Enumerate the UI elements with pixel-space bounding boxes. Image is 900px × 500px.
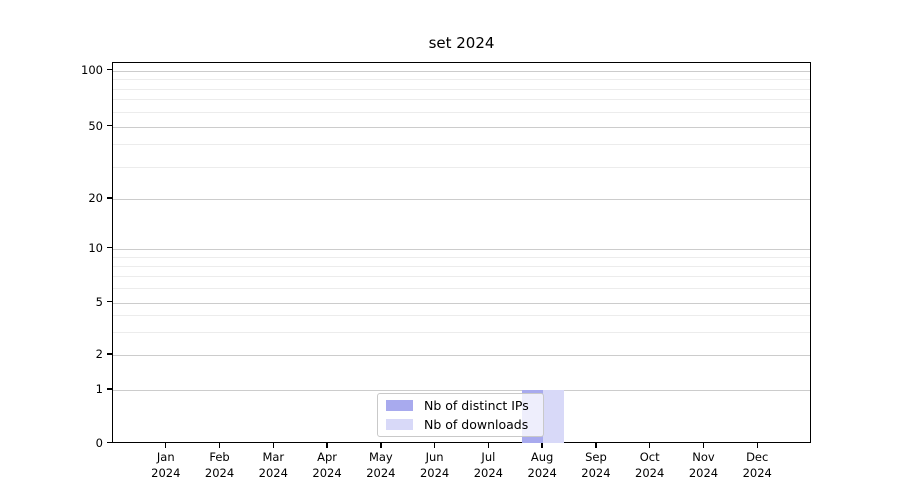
major-gridline bbox=[113, 70, 810, 72]
minor-gridline bbox=[113, 144, 810, 146]
x-tick-label: Feb 2024 bbox=[192, 450, 248, 481]
y-tick-label: 2 bbox=[95, 347, 103, 361]
x-tick-year: 2024 bbox=[204, 465, 235, 480]
x-tick-month: Dec bbox=[746, 450, 769, 464]
y-tick-mark bbox=[107, 197, 112, 199]
x-tick-mark bbox=[595, 443, 597, 448]
x-tick-month: Jun bbox=[425, 450, 444, 464]
y-tick-mark bbox=[107, 246, 112, 249]
x-tick-mark bbox=[326, 443, 328, 448]
x-tick-label: Jul 2024 bbox=[460, 450, 516, 481]
x-tick-label: Nov 2024 bbox=[675, 450, 731, 481]
x-tick-year: 2024 bbox=[688, 465, 719, 480]
y-tick-mark bbox=[107, 300, 112, 303]
x-tick-month: Feb bbox=[209, 450, 230, 464]
x-tick-label: Sep 2024 bbox=[568, 450, 624, 481]
x-tick-mark bbox=[272, 443, 274, 448]
major-gridline bbox=[113, 199, 810, 200]
x-tick-label: Jun 2024 bbox=[407, 450, 463, 481]
x-tick-month: Apr bbox=[317, 450, 338, 464]
x-tick-month: Jul bbox=[481, 450, 496, 464]
major-gridline bbox=[113, 390, 810, 391]
x-tick-year: 2024 bbox=[151, 465, 181, 480]
minor-gridline bbox=[113, 315, 810, 317]
x-tick-year: 2024 bbox=[742, 465, 772, 480]
minor-gridline bbox=[113, 166, 810, 168]
x-tick-year: 2024 bbox=[527, 465, 557, 480]
x-tick-mark bbox=[648, 443, 651, 448]
legend-label: Nb of distinct IPs bbox=[424, 398, 529, 413]
x-tick-month: Nov bbox=[692, 450, 715, 464]
x-tick-label: Aug 2024 bbox=[514, 450, 570, 481]
x-tick-mark bbox=[487, 443, 490, 448]
x-tick-year: 2024 bbox=[419, 465, 450, 480]
x-tick-mark bbox=[541, 443, 543, 448]
x-tick-mark bbox=[702, 443, 705, 448]
x-tick-label: Apr 2024 bbox=[299, 450, 355, 481]
minor-gridline bbox=[113, 99, 810, 101]
minor-gridline bbox=[113, 331, 810, 333]
x-tick-month: Oct bbox=[639, 450, 660, 464]
minor-gridline bbox=[113, 288, 810, 290]
y-tick-label: 100 bbox=[81, 62, 103, 77]
y-tick-mark bbox=[107, 68, 112, 71]
x-tick-year: 2024 bbox=[366, 465, 396, 480]
downloads-swatch-icon bbox=[386, 418, 413, 431]
minor-gridline bbox=[113, 265, 810, 267]
x-tick-month: Sep bbox=[585, 450, 607, 464]
x-tick-month: Aug bbox=[530, 450, 554, 464]
legend-item-distinct-ips: Nb of distinct IPs bbox=[378, 398, 543, 414]
y-tick-label: 20 bbox=[88, 191, 103, 205]
x-tick-label: Mar 2024 bbox=[245, 450, 301, 481]
legend: Nb of distinct IPs Nb of downloads bbox=[377, 393, 544, 437]
distinct-ips-swatch-icon bbox=[386, 399, 413, 412]
minor-gridline bbox=[113, 111, 810, 113]
minor-gridline bbox=[113, 276, 810, 278]
minor-gridline bbox=[113, 88, 810, 90]
y-tick-label: 10 bbox=[88, 240, 103, 255]
x-tick-month: Mar bbox=[262, 450, 285, 464]
major-gridline bbox=[113, 355, 810, 356]
x-tick-mark bbox=[433, 443, 436, 448]
legend-label: Nb of downloads bbox=[424, 417, 529, 432]
x-tick-year: 2024 bbox=[581, 465, 611, 480]
x-tick-year: 2024 bbox=[473, 465, 504, 480]
x-tick-year: 2024 bbox=[312, 465, 342, 480]
legend-item-downloads: Nb of downloads bbox=[378, 417, 543, 433]
x-tick-label: Oct 2024 bbox=[622, 450, 678, 481]
y-tick-mark bbox=[107, 353, 112, 355]
x-tick-label: May 2024 bbox=[353, 450, 409, 481]
x-tick-mark bbox=[756, 443, 758, 448]
major-gridline bbox=[113, 302, 810, 304]
minor-gridline bbox=[113, 79, 810, 80]
y-tick-label: 5 bbox=[95, 294, 103, 309]
x-tick-month: May bbox=[368, 450, 393, 464]
x-tick-month: Jan bbox=[156, 450, 175, 464]
y-tick-mark bbox=[107, 441, 112, 444]
y-tick-label: 0 bbox=[95, 435, 103, 450]
x-tick-mark bbox=[218, 443, 221, 448]
x-tick-year: 2024 bbox=[635, 465, 665, 480]
y-tick-label: 1 bbox=[95, 382, 103, 396]
major-gridline bbox=[113, 126, 810, 128]
minor-gridline bbox=[113, 256, 810, 258]
x-tick-mark bbox=[380, 443, 382, 448]
plot-area bbox=[112, 62, 811, 443]
y-tick-mark bbox=[107, 388, 112, 390]
x-tick-label: Dec 2024 bbox=[729, 450, 785, 481]
y-tick-label: 50 bbox=[88, 118, 103, 133]
chart-title: set 2024 bbox=[428, 34, 495, 52]
x-tick-year: 2024 bbox=[258, 465, 288, 480]
y-tick-mark bbox=[107, 124, 112, 127]
x-tick-label: Jan 2024 bbox=[138, 450, 194, 481]
bar-downloads bbox=[543, 390, 565, 443]
x-tick-mark bbox=[165, 443, 167, 448]
major-gridline bbox=[113, 248, 810, 250]
